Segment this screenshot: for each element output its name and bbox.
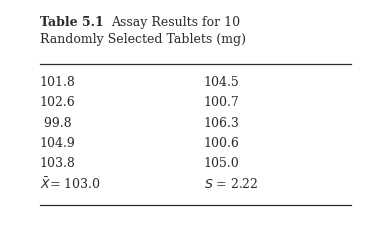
Text: 102.6: 102.6 <box>40 96 75 109</box>
Text: 100.6: 100.6 <box>204 136 239 149</box>
Text: 106.3: 106.3 <box>204 116 239 129</box>
Text: Randomly Selected Tablets (mg): Randomly Selected Tablets (mg) <box>40 33 245 46</box>
Text: Assay Results for 10: Assay Results for 10 <box>111 16 241 29</box>
Text: Table 5.1: Table 5.1 <box>40 16 103 29</box>
Text: 101.8: 101.8 <box>40 76 75 89</box>
Text: 100.7: 100.7 <box>204 96 239 109</box>
Text: 103.8: 103.8 <box>40 156 75 169</box>
Text: 105.0: 105.0 <box>204 156 239 169</box>
Text: $\bar{X}$= 103.0: $\bar{X}$= 103.0 <box>40 176 100 191</box>
Text: $S$ = 2.22: $S$ = 2.22 <box>204 176 258 190</box>
Text: 99.8: 99.8 <box>40 116 71 129</box>
Text: 104.5: 104.5 <box>204 76 239 89</box>
Text: 104.9: 104.9 <box>40 136 75 149</box>
